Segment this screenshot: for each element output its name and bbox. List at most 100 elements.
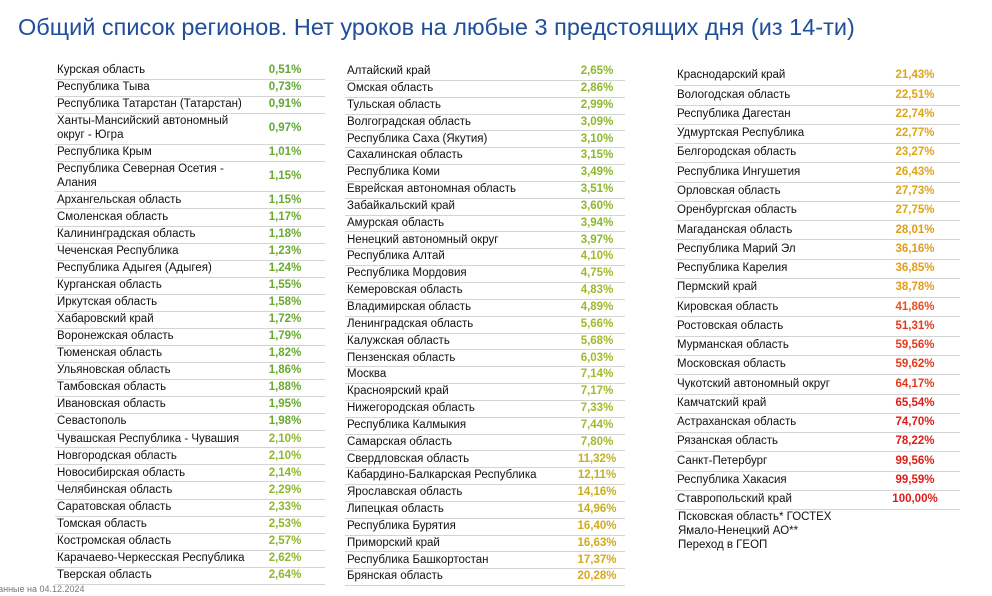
region-row: Архангельская область 1,15%	[55, 192, 325, 210]
region-percent: 7,17%	[580, 385, 614, 398]
region-name: Москва	[347, 368, 387, 381]
region-name: Чеченская Республика	[57, 244, 179, 257]
region-name: Сахалинская область	[347, 149, 463, 162]
region-row: Кемеровская область 4,83%	[345, 283, 625, 300]
region-column: Алтайский край 2,65% Омская область 2,86% Ту…	[345, 64, 625, 587]
region-percent: 36,85%	[895, 262, 935, 275]
region-name: Новосибирская область	[57, 466, 186, 479]
region-percent: 3,10%	[580, 132, 614, 145]
region-row: Приморский край 16,63%	[345, 536, 625, 553]
region-name: Томская область	[57, 517, 147, 530]
region-row: Республика Тыва 0,73%	[55, 80, 325, 98]
region-percent: 3,60%	[580, 199, 614, 212]
region-row: Сахалинская область 3,15%	[345, 148, 625, 166]
region-row: Пензенская область 6,03%	[345, 350, 625, 368]
region-row: Липецкая область 14,96%	[345, 502, 625, 519]
region-name: Белгородская область	[677, 146, 797, 159]
region-name: Ульяновская область	[57, 364, 171, 377]
region-name: Мурманская область	[677, 339, 789, 352]
region-percent: 1,79%	[268, 330, 302, 343]
region-row: Белгородская область 23,27%	[675, 144, 960, 164]
region-percent: 64,17%	[895, 377, 935, 390]
region-name: Кировская область	[677, 300, 779, 313]
region-row: Челябинская область 2,29%	[55, 482, 325, 500]
region-name: Челябинская область	[57, 483, 173, 496]
region-percent: 36,16%	[895, 242, 935, 255]
region-percent: 1,95%	[268, 398, 302, 411]
region-name: Рязанская область	[677, 435, 778, 448]
region-row: Чукотский автономный округ 64,17%	[675, 375, 960, 395]
region-row: Ярославская область 14,16%	[345, 485, 625, 502]
region-row: Республика Саха (Якутия) 3,10%	[345, 131, 625, 149]
region-percent: 1,72%	[268, 313, 302, 326]
region-percent: 7,44%	[580, 418, 614, 431]
region-percent: 2,64%	[268, 569, 302, 582]
region-percent: 2,57%	[268, 534, 302, 547]
region-percent: 21,43%	[895, 69, 935, 82]
region-row: Республика Марий Эл 36,16%	[675, 240, 960, 260]
region-name: Тамбовская область	[57, 381, 167, 394]
region-row: Астраханская область 74,70%	[675, 414, 960, 434]
region-row: Республика Ингушетия 26,43%	[675, 163, 960, 183]
region-row: Хабаровский край 1,72%	[55, 312, 325, 329]
region-row: Ивановская область 1,95%	[55, 397, 325, 415]
note: Ямало-Ненецкий АО**	[678, 525, 799, 537]
region-percent: 3,15%	[580, 149, 614, 162]
region-percent: 3,97%	[580, 233, 614, 246]
region-name: Самарская область	[347, 435, 452, 448]
region-percent: 2,86%	[580, 82, 614, 95]
region-row: Республика Башкортостан 17,37%	[345, 552, 625, 570]
region-row: Санкт-Петербург 99,56%	[675, 452, 960, 472]
region-name: Приморский край	[347, 536, 440, 549]
region-name: Кемеровская область	[347, 284, 463, 297]
region-name: Республика Бурятия	[347, 519, 456, 532]
region-row: Севастополь 1,98%	[55, 414, 325, 432]
region-row: Омская область 2,86%	[345, 81, 625, 98]
region-name: Камчатский край	[677, 396, 767, 409]
region-name: Орловская область	[677, 184, 781, 197]
region-percent: 3,51%	[580, 183, 614, 196]
region-percent: 2,33%	[268, 500, 302, 513]
region-name: Нижегородская область	[347, 402, 475, 415]
region-row: Новгородская область 2,10%	[55, 448, 325, 466]
region-row: Мурманская область 59,56%	[675, 337, 960, 356]
region-row: Республика Татарстан (Татарстан) 0,91%	[55, 97, 325, 115]
region-percent: 7,33%	[580, 402, 614, 415]
region-percent: 2,10%	[268, 449, 302, 462]
region-name: Республика Крым	[57, 146, 152, 159]
region-percent: 100,00%	[892, 493, 938, 506]
region-row: Брянская область 20,28%	[345, 569, 625, 587]
region-percent: 4,83%	[580, 284, 614, 297]
region-percent: 2,65%	[580, 65, 614, 78]
region-percent: 2,99%	[580, 98, 614, 111]
region-row: Кабардино-Балкарская Республика 12,11%	[345, 468, 625, 486]
region-row: Калининградская область 1,18%	[55, 227, 325, 244]
region-percent: 2,10%	[268, 432, 302, 445]
region-name: Республика Башкортостан	[347, 553, 489, 566]
region-column: Курская область 0,51% Республика Тыва 0,73%…	[55, 63, 325, 585]
region-row: Камчатский край 65,54%	[675, 395, 960, 414]
region-row: Курская область 0,51%	[55, 63, 325, 81]
region-row: Амурская область 3,94%	[345, 216, 625, 233]
region-row: Свердловская область 11,32%	[345, 451, 625, 469]
region-name: Архангельская область	[57, 193, 182, 206]
region-row: Волгоградская область 3,09%	[345, 115, 625, 132]
slide-title: Общий список регионов. Нет уроков на люб…	[18, 14, 855, 40]
region-percent: 99,56%	[895, 454, 935, 467]
region-name: Саратовская область	[57, 500, 172, 513]
region-row: Пермский край 38,78%	[675, 279, 960, 299]
region-row: Ростовская область 51,31%	[675, 317, 960, 337]
region-percent: 74,70%	[895, 416, 935, 429]
region-row: Республика Дагестан 22,74%	[675, 106, 960, 125]
region-row: Тюменская область 1,82%	[55, 346, 325, 363]
region-row: Московская область 59,62%	[675, 356, 960, 376]
region-percent: 22,77%	[895, 127, 935, 140]
region-percent: 3,94%	[580, 216, 614, 229]
region-name: Вологодская область	[677, 88, 791, 101]
region-row: Еврейская автономная область 3,51%	[345, 182, 625, 199]
region-name: Ярославская область	[347, 486, 463, 499]
region-name: Красноярский край	[347, 385, 449, 398]
region-row: Рязанская область 78,22%	[675, 433, 960, 453]
region-name: Пензенская область	[347, 351, 456, 364]
region-percent: 99,59%	[895, 473, 935, 486]
